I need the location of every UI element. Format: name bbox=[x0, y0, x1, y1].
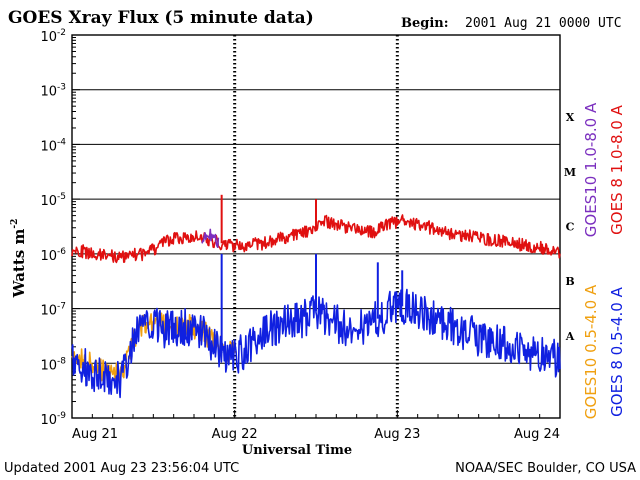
y-tick-base-2: 10 bbox=[40, 139, 57, 154]
credit-text: NOAA/SEC Boulder, CO USA bbox=[455, 461, 636, 476]
legend-entry-0: GOES10 1.0-8.0 A bbox=[582, 102, 600, 237]
y-tick-label-4: 10-6 bbox=[40, 247, 66, 264]
begin-value: 2001 Aug 21 0000 UTC bbox=[465, 16, 622, 31]
y-tick-base-3: 10 bbox=[40, 194, 57, 209]
series-line-3 bbox=[71, 288, 561, 399]
y-axis-label-base: Watts m bbox=[10, 229, 28, 299]
y-tick-exp-4: -6 bbox=[57, 247, 66, 257]
y-tick-base-1: 10 bbox=[40, 85, 57, 100]
y-axis-label: Watts m-2 bbox=[10, 219, 28, 299]
updated-timestamp: Updated 2001 Aug 23 23:56:04 UTC bbox=[4, 461, 239, 476]
y-tick-label-7: 10-9 bbox=[40, 411, 66, 428]
y-tick-label-1: 10-3 bbox=[40, 83, 66, 100]
legend-entry-1: GOES 8 1.0-8.0 A bbox=[608, 104, 626, 234]
y-tick-exp-5: -7 bbox=[57, 302, 66, 312]
y-tick-label-5: 10-7 bbox=[40, 302, 66, 319]
y-tick-base-7: 10 bbox=[40, 413, 57, 428]
flare-class-M: M bbox=[564, 166, 576, 179]
y-tick-label-6: 10-8 bbox=[40, 356, 66, 373]
y-tick-base-5: 10 bbox=[40, 304, 57, 319]
series-line-1 bbox=[201, 228, 220, 248]
y-tick-label-3: 10-5 bbox=[40, 192, 66, 209]
flare-class-C: C bbox=[566, 221, 575, 234]
y-tick-base-6: 10 bbox=[40, 358, 57, 373]
chart-title: GOES Xray Flux (5 minute data) bbox=[8, 8, 314, 28]
y-tick-label-0: 10-2 bbox=[40, 28, 66, 45]
y-tick-label-2: 10-4 bbox=[40, 137, 66, 154]
y-tick-exp-1: -3 bbox=[57, 83, 66, 93]
y-tick-exp-0: -2 bbox=[57, 28, 66, 38]
x-tick-label-3: Aug 24 bbox=[514, 427, 560, 442]
y-tick-exp-7: -9 bbox=[57, 411, 66, 421]
flare-class-B: B bbox=[565, 275, 574, 288]
flare-class-A: A bbox=[565, 330, 575, 343]
legend-entry-3: GOES 8 0.5-4.0 A bbox=[608, 286, 626, 416]
flare-class-X: X bbox=[566, 111, 575, 124]
x-tick-label-0: Aug 21 bbox=[72, 427, 118, 442]
y-tick-base-4: 10 bbox=[40, 249, 57, 264]
y-axis-label-exp: -2 bbox=[10, 219, 20, 229]
x-axis-label: Universal Time bbox=[242, 443, 352, 458]
y-tick-exp-2: -4 bbox=[57, 137, 66, 147]
legend-entry-2: GOES10 0.5-4.0 A bbox=[582, 284, 600, 419]
begin-label: Begin: bbox=[401, 16, 449, 31]
y-tick-exp-6: -8 bbox=[57, 356, 66, 366]
y-tick-exp-3: -5 bbox=[57, 192, 66, 202]
x-tick-label-2: Aug 23 bbox=[374, 427, 420, 442]
data-series bbox=[71, 194, 561, 399]
y-tick-base-0: 10 bbox=[40, 30, 57, 45]
chart-labels: X M C B A GOES10 1.0-8.0 A GOES 8 1.0-8.0 A GOE… bbox=[564, 102, 626, 419]
x-tick-label-1: Aug 22 bbox=[212, 427, 258, 442]
